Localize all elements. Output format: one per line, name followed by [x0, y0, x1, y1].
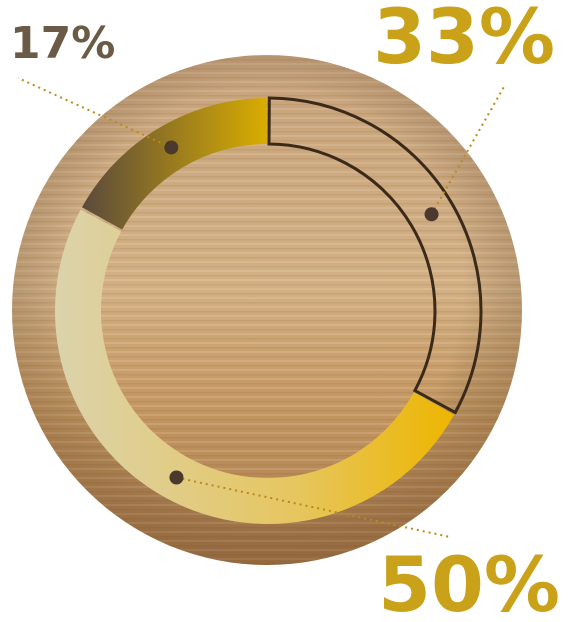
donut-segment	[81, 98, 267, 230]
leader-line	[176, 476, 451, 538]
marker-dot	[164, 140, 179, 155]
marker-dot	[424, 207, 439, 222]
donut-segment	[267, 96, 483, 415]
leader-line	[430, 84, 506, 215]
marker-dot	[169, 470, 184, 485]
value-label: 33%	[373, 0, 555, 81]
donut-segment	[54, 209, 455, 524]
value-label: 50%	[378, 540, 560, 618]
leader-line	[17, 77, 172, 149]
value-label: 17%	[10, 18, 115, 69]
